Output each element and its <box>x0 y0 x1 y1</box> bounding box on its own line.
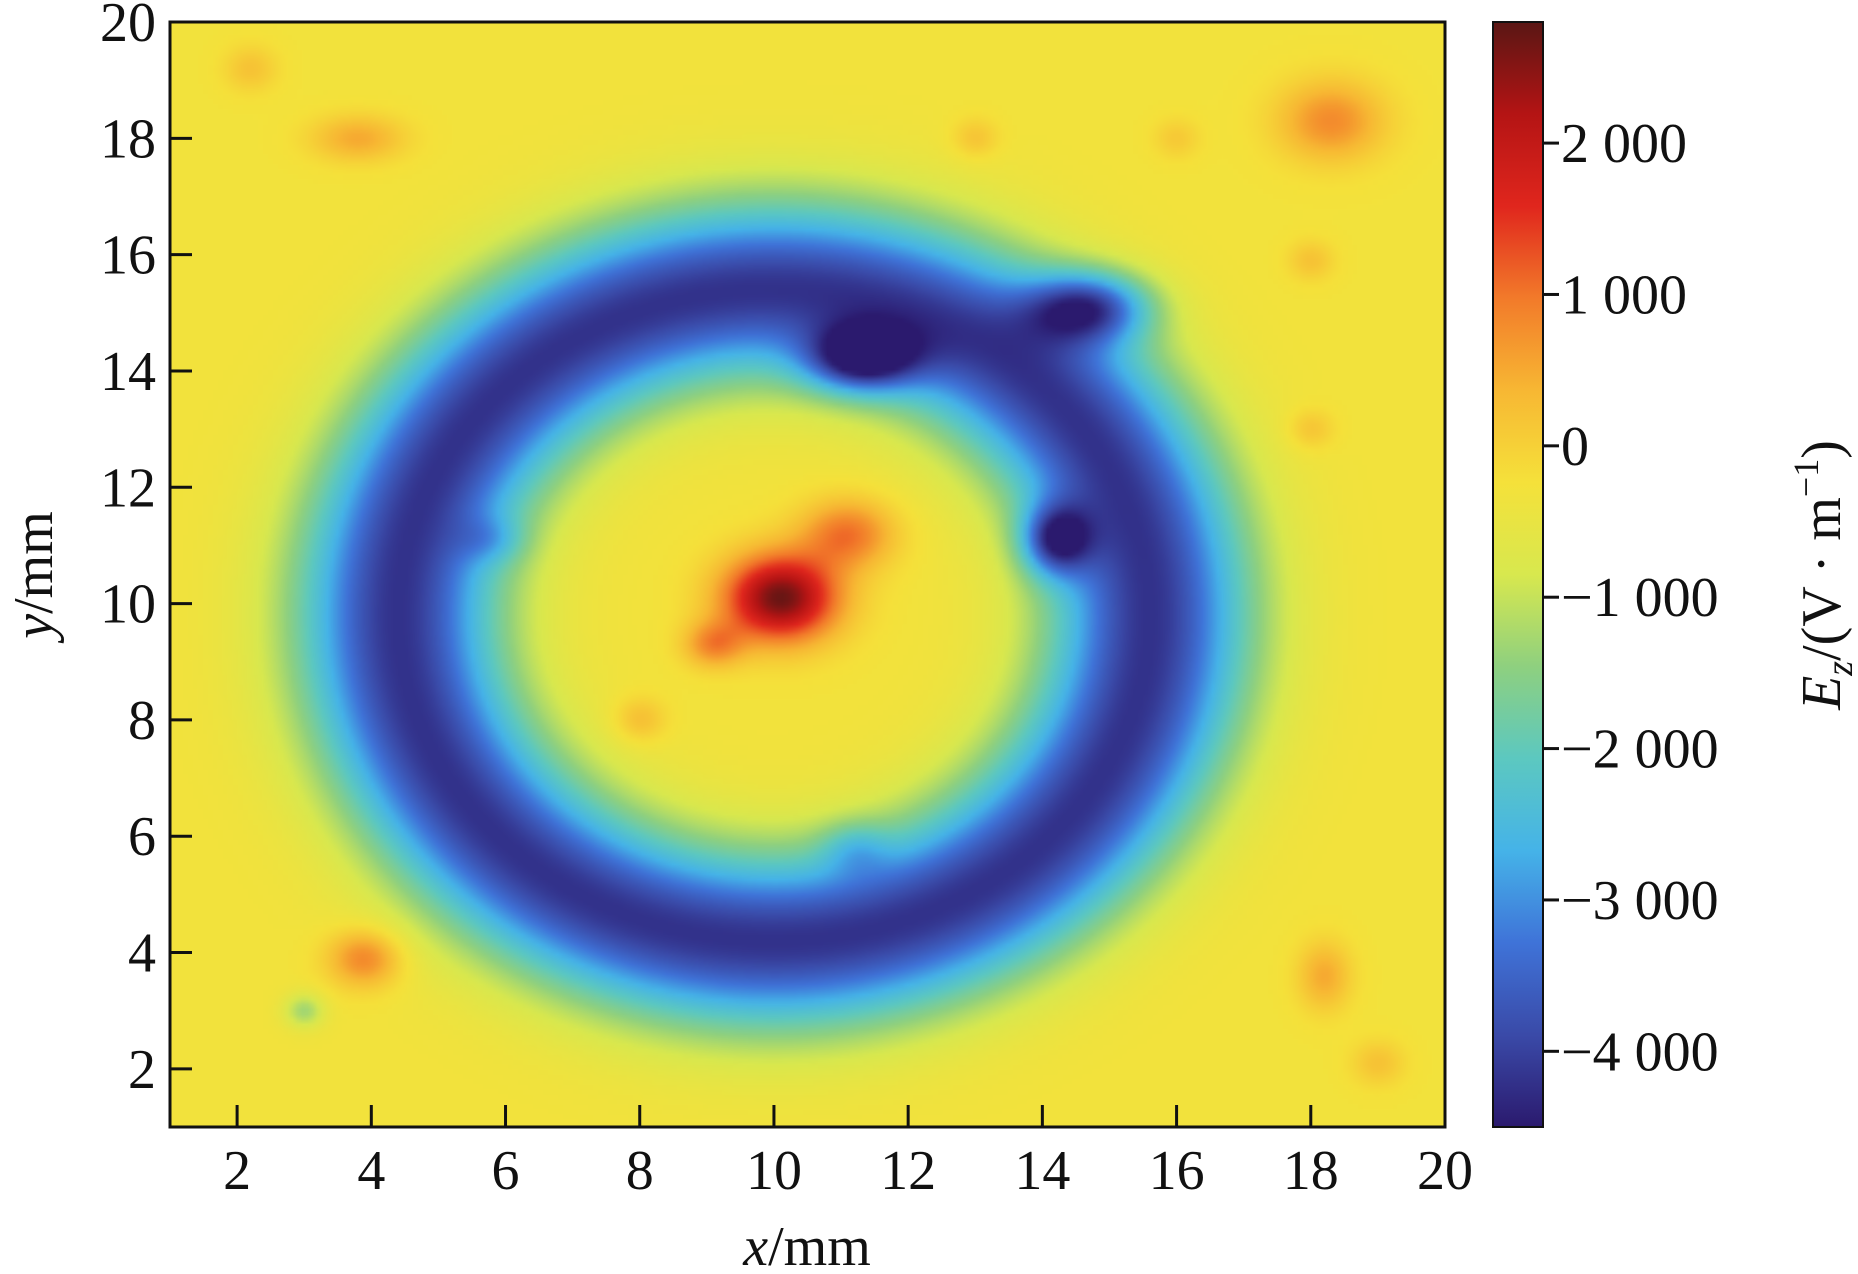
y-tick-label: 18 <box>100 108 156 170</box>
x-tick-label: 16 <box>1149 1140 1205 1202</box>
y-tick-label: 12 <box>100 457 156 519</box>
colorbar-gradient <box>1492 21 1544 1128</box>
colorbar-title: Ez/(V · m−1) <box>1786 440 1858 711</box>
y-tick-label: 20 <box>100 0 156 54</box>
y-tick-label: 14 <box>100 341 156 403</box>
colorbar-tick-label: −1 000 <box>1561 567 1719 629</box>
y-tick-label: 6 <box>128 806 156 868</box>
colorbar-tick-label: −2 000 <box>1561 719 1719 781</box>
colorbar-tick-label: −4 000 <box>1561 1021 1719 1083</box>
plot-frame <box>168 20 1447 1129</box>
x-tick-label: 6 <box>492 1140 520 1202</box>
x-tick-label: 20 <box>1417 1140 1473 1202</box>
y-tick-label: 8 <box>128 690 156 752</box>
colorbar: −4 000 −3 000 −2 000 −1 000 0 1 000 2 000 <box>1492 21 1719 1128</box>
y-tick-label: 10 <box>100 574 156 636</box>
y-tick-label: 2 <box>128 1039 156 1101</box>
colorbar-ticks: −4 000 −3 000 −2 000 −1 000 0 1 000 2 000 <box>1543 113 1719 1083</box>
plot-area <box>168 20 1447 1129</box>
y-tick-label: 16 <box>100 225 156 287</box>
colorbar-tick-label: 0 <box>1561 416 1589 478</box>
x-tick-label: 18 <box>1283 1140 1339 1202</box>
heatmap-field <box>170 22 1445 1127</box>
y-axis-title: y/mm <box>3 511 65 644</box>
x-tick-label: 4 <box>357 1140 385 1202</box>
x-axis-title: x/mm <box>742 1216 871 1274</box>
x-axis-ticks: 2 4 6 8 10 12 14 16 18 20 <box>223 1105 1473 1202</box>
x-tick-label: 8 <box>626 1140 654 1202</box>
x-tick-label: 12 <box>880 1140 936 1202</box>
colorbar-tick-label: −3 000 <box>1561 870 1719 932</box>
x-tick-label: 14 <box>1014 1140 1070 1202</box>
x-tick-label: 10 <box>746 1140 802 1202</box>
colorbar-tick-label: 2 000 <box>1561 113 1687 175</box>
y-axis-ticks: 2 4 6 8 10 12 14 16 18 20 <box>100 0 192 1101</box>
x-tick-label: 2 <box>223 1140 251 1202</box>
colorbar-tick-label: 1 000 <box>1561 264 1687 326</box>
y-tick-label: 4 <box>128 923 156 985</box>
